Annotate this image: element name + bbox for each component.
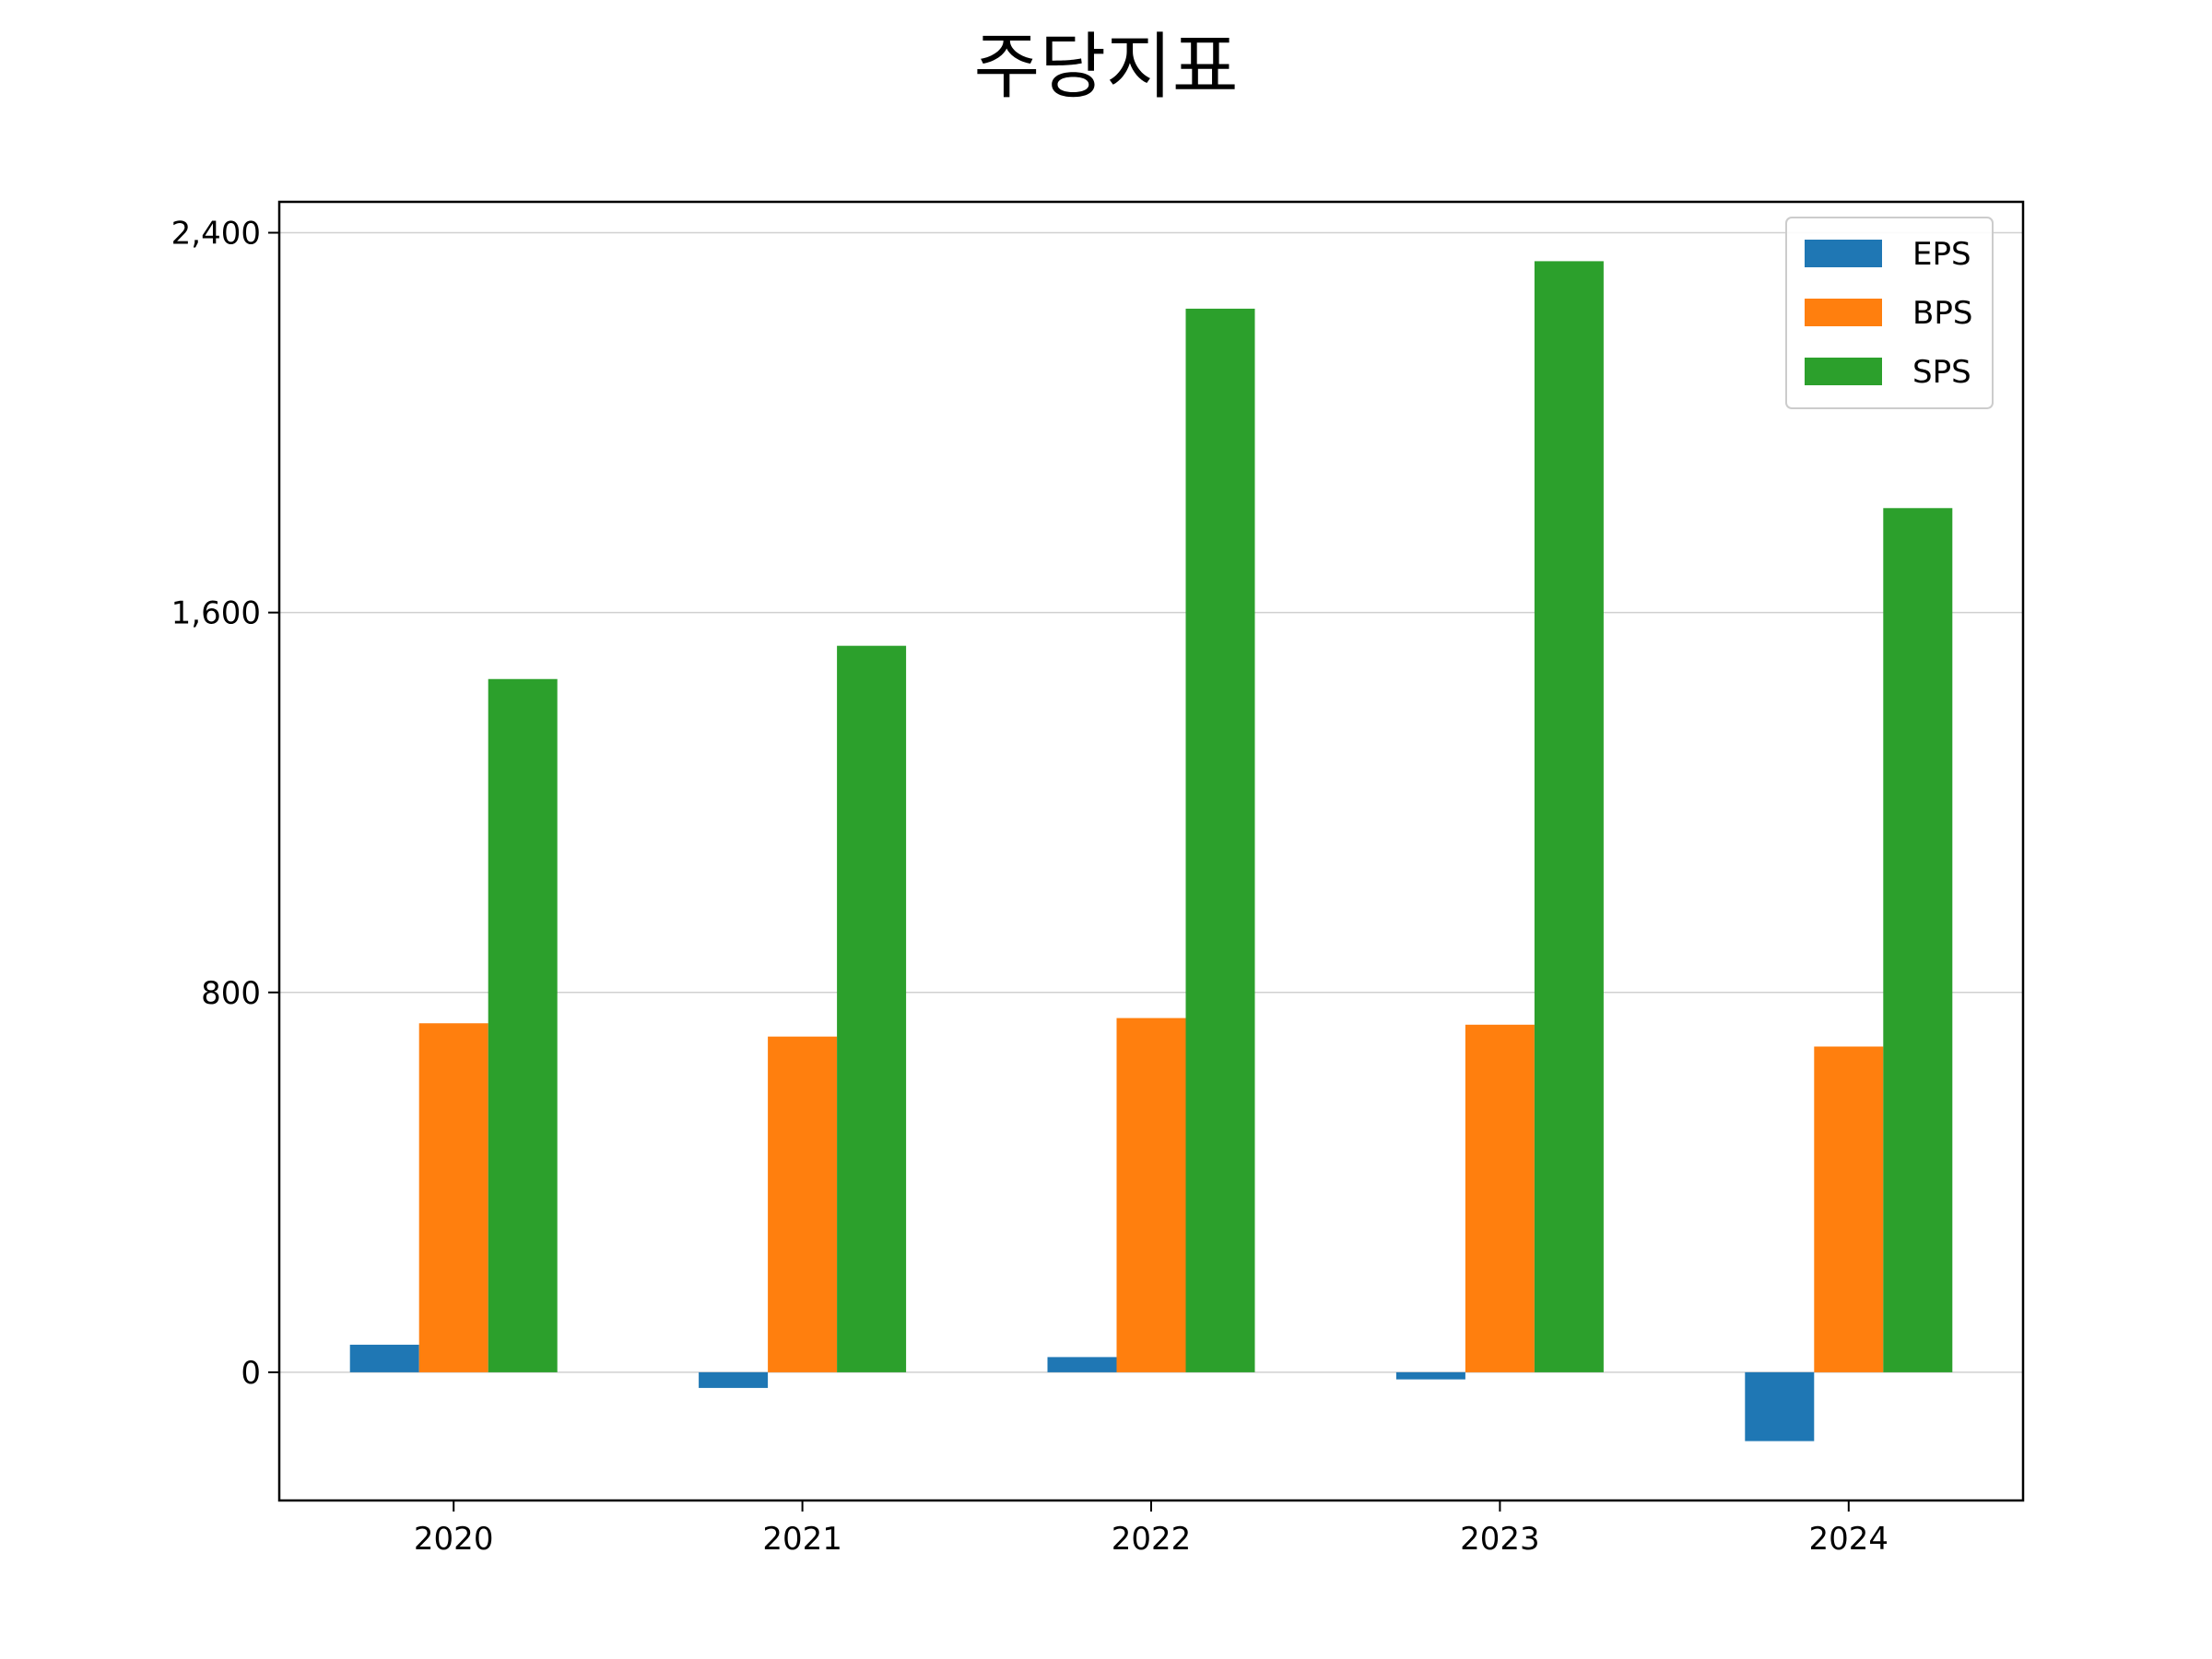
legend-label-sps: SPS [1912,354,1971,391]
x-tick-label: 2023 [1460,1521,1540,1558]
x-axis: 2020 2021 2022 2023 2024 [414,1500,1888,1558]
legend: EPS BPS SPS [1785,217,1994,409]
legend-label-eps: EPS [1912,236,1971,273]
y-tick-label: 0 [241,1355,261,1392]
x-tick-label: 2021 [762,1521,842,1558]
legend-label-bps: BPS [1912,295,1972,332]
y-tick-label: 2,400 [171,215,261,252]
bar-sps-2024 [1883,508,1953,1372]
bar-eps-2021 [699,1371,769,1388]
bar-bps-2024 [1814,1046,1884,1372]
bar-eps-2020 [349,1345,419,1372]
bar-bps-2021 [768,1036,838,1372]
x-tick-label: 2022 [1112,1521,1192,1558]
bar-sps-2021 [837,645,907,1372]
legend-swatch-sps [1805,358,1882,385]
x-tick-label: 2020 [414,1521,494,1558]
bar-bps-2023 [1465,1024,1535,1372]
y-tick-label: 800 [201,975,261,1012]
chart-title: 주당지표 [973,26,1239,109]
bars [349,261,1953,1441]
y-tick-label: 1,600 [171,595,261,632]
x-tick-label: 2024 [1809,1521,1889,1558]
bar-eps-2024 [1745,1371,1815,1441]
gridlines [279,231,2023,1373]
bar-eps-2022 [1047,1357,1117,1372]
legend-swatch-bps [1805,299,1882,326]
bar-sps-2020 [488,678,558,1372]
y-axis: 0 800 1,600 2,400 [171,215,279,1392]
bar-sps-2022 [1185,308,1255,1372]
legend-swatch-eps [1805,240,1882,267]
bar-bps-2022 [1116,1018,1186,1372]
bar-eps-2023 [1395,1371,1465,1380]
bar-sps-2023 [1534,261,1604,1372]
bar-bps-2020 [418,1023,488,1372]
